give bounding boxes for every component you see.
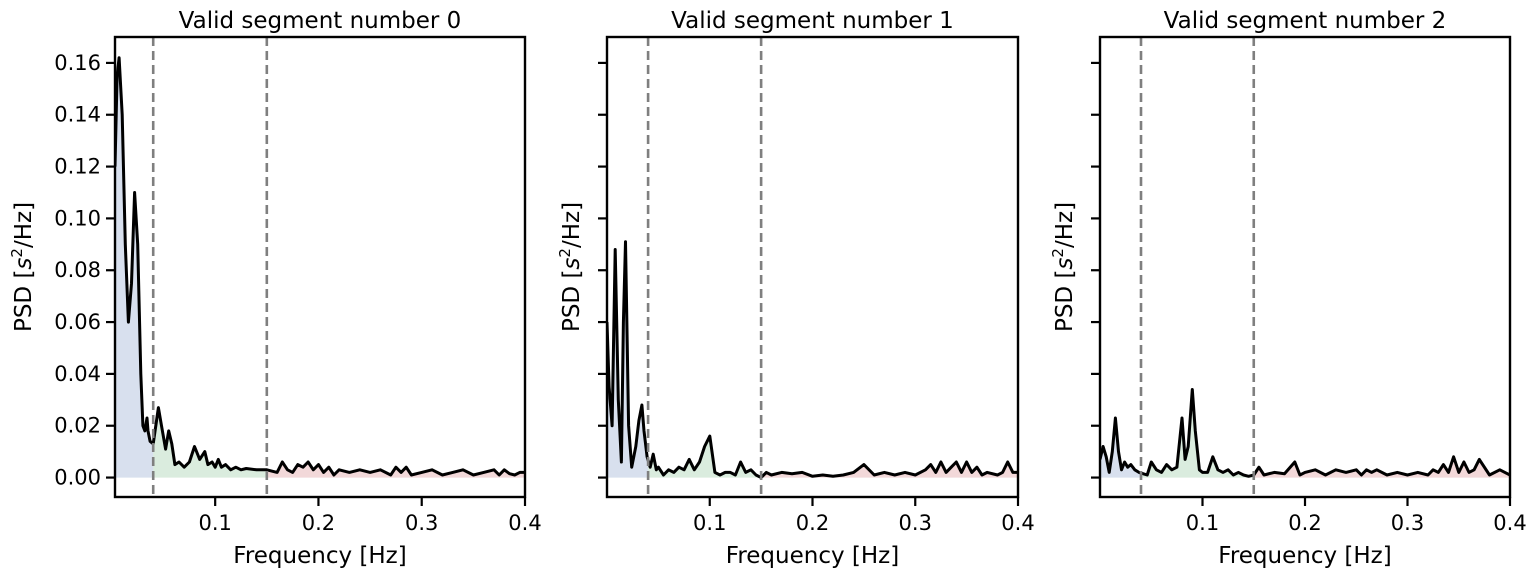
psd-line <box>607 240 1018 480</box>
ytick-label: 0.06 <box>54 310 101 334</box>
lf-band-fill <box>648 436 762 478</box>
band-fills <box>607 241 1018 478</box>
psd-line <box>115 56 525 477</box>
panel-1: 0.1 0.2 0.3 0.4 Valid segment number 1 Freque… <box>556 8 1035 569</box>
xtick-label: 0.2 <box>1288 511 1321 535</box>
ylabel-base: s <box>559 258 585 270</box>
ylabel-prefix: PSD [ <box>559 270 585 332</box>
ylabel-suffix: /Hz] <box>559 202 585 248</box>
axes-frame <box>113 35 527 499</box>
y-axis-label: PSD [s2/Hz] <box>1049 202 1078 332</box>
ylabel-prefix: PSD [ <box>11 270 37 332</box>
band-fills <box>1100 389 1510 478</box>
band-fills <box>115 57 525 478</box>
xtick-label: 0.3 <box>899 511 932 535</box>
ytick-label: 0.04 <box>54 362 101 386</box>
panel-0: 0.00 0.02 0.04 0.06 0.08 0.10 0.12 0.14 0.16 0.1 0… <box>8 8 542 569</box>
y-axis-label: PSD [s2/Hz] <box>8 202 37 332</box>
ylabel-superscript: 2 <box>1049 248 1067 258</box>
xtick-label: 0.3 <box>1391 511 1424 535</box>
ylabel-superscript: 2 <box>556 248 574 258</box>
ytick-label: 0.12 <box>54 155 101 179</box>
ylabel-base: s <box>11 258 37 270</box>
panel-title: Valid segment number 2 <box>1164 8 1447 34</box>
ytick-label: 0.00 <box>54 466 101 490</box>
axes-frame <box>605 35 1020 499</box>
ytick-label: 0.16 <box>54 51 101 75</box>
y-axis-label: PSD [s2/Hz] <box>556 202 585 332</box>
ylabel-suffix: /Hz] <box>11 202 37 248</box>
xtick-label: 0.4 <box>508 511 541 535</box>
panel-title: Valid segment number 1 <box>671 8 954 34</box>
xtick-label: 0.4 <box>1493 511 1526 535</box>
vlf-band-fill <box>607 241 649 478</box>
xtick-label: 0.2 <box>302 511 335 535</box>
xtick-label: 0.1 <box>198 511 231 535</box>
x-axis-label: Frequency [Hz] <box>726 543 899 569</box>
ylabel-suffix: /Hz] <box>1052 202 1078 248</box>
x-axis-label: Frequency [Hz] <box>233 543 406 569</box>
xtick-label: 0.4 <box>1001 511 1034 535</box>
ytick-label: 0.08 <box>54 258 101 282</box>
xtick-label: 0.1 <box>1186 511 1219 535</box>
ylabel-prefix: PSD [ <box>1052 270 1078 332</box>
ylabel-superscript: 2 <box>8 248 26 258</box>
xtick-label: 0.3 <box>405 511 438 535</box>
x-axis-label: Frequency [Hz] <box>1218 543 1391 569</box>
panel-title: Valid segment number 0 <box>179 8 462 34</box>
ytick-label: 0.10 <box>54 206 101 230</box>
psd-line <box>1100 388 1510 478</box>
xtick-label: 0.2 <box>796 511 829 535</box>
vlf-band-fill <box>115 57 154 478</box>
ytick-label: 0.02 <box>54 414 101 438</box>
xtick-label: 0.1 <box>693 511 726 535</box>
ytick-label: 0.14 <box>54 103 101 127</box>
axes-frame <box>1098 35 1512 499</box>
ylabel-base: s <box>1052 258 1078 270</box>
panel-2: 0.1 0.2 0.3 0.4 Valid segment number 2 Freque… <box>1049 8 1527 569</box>
